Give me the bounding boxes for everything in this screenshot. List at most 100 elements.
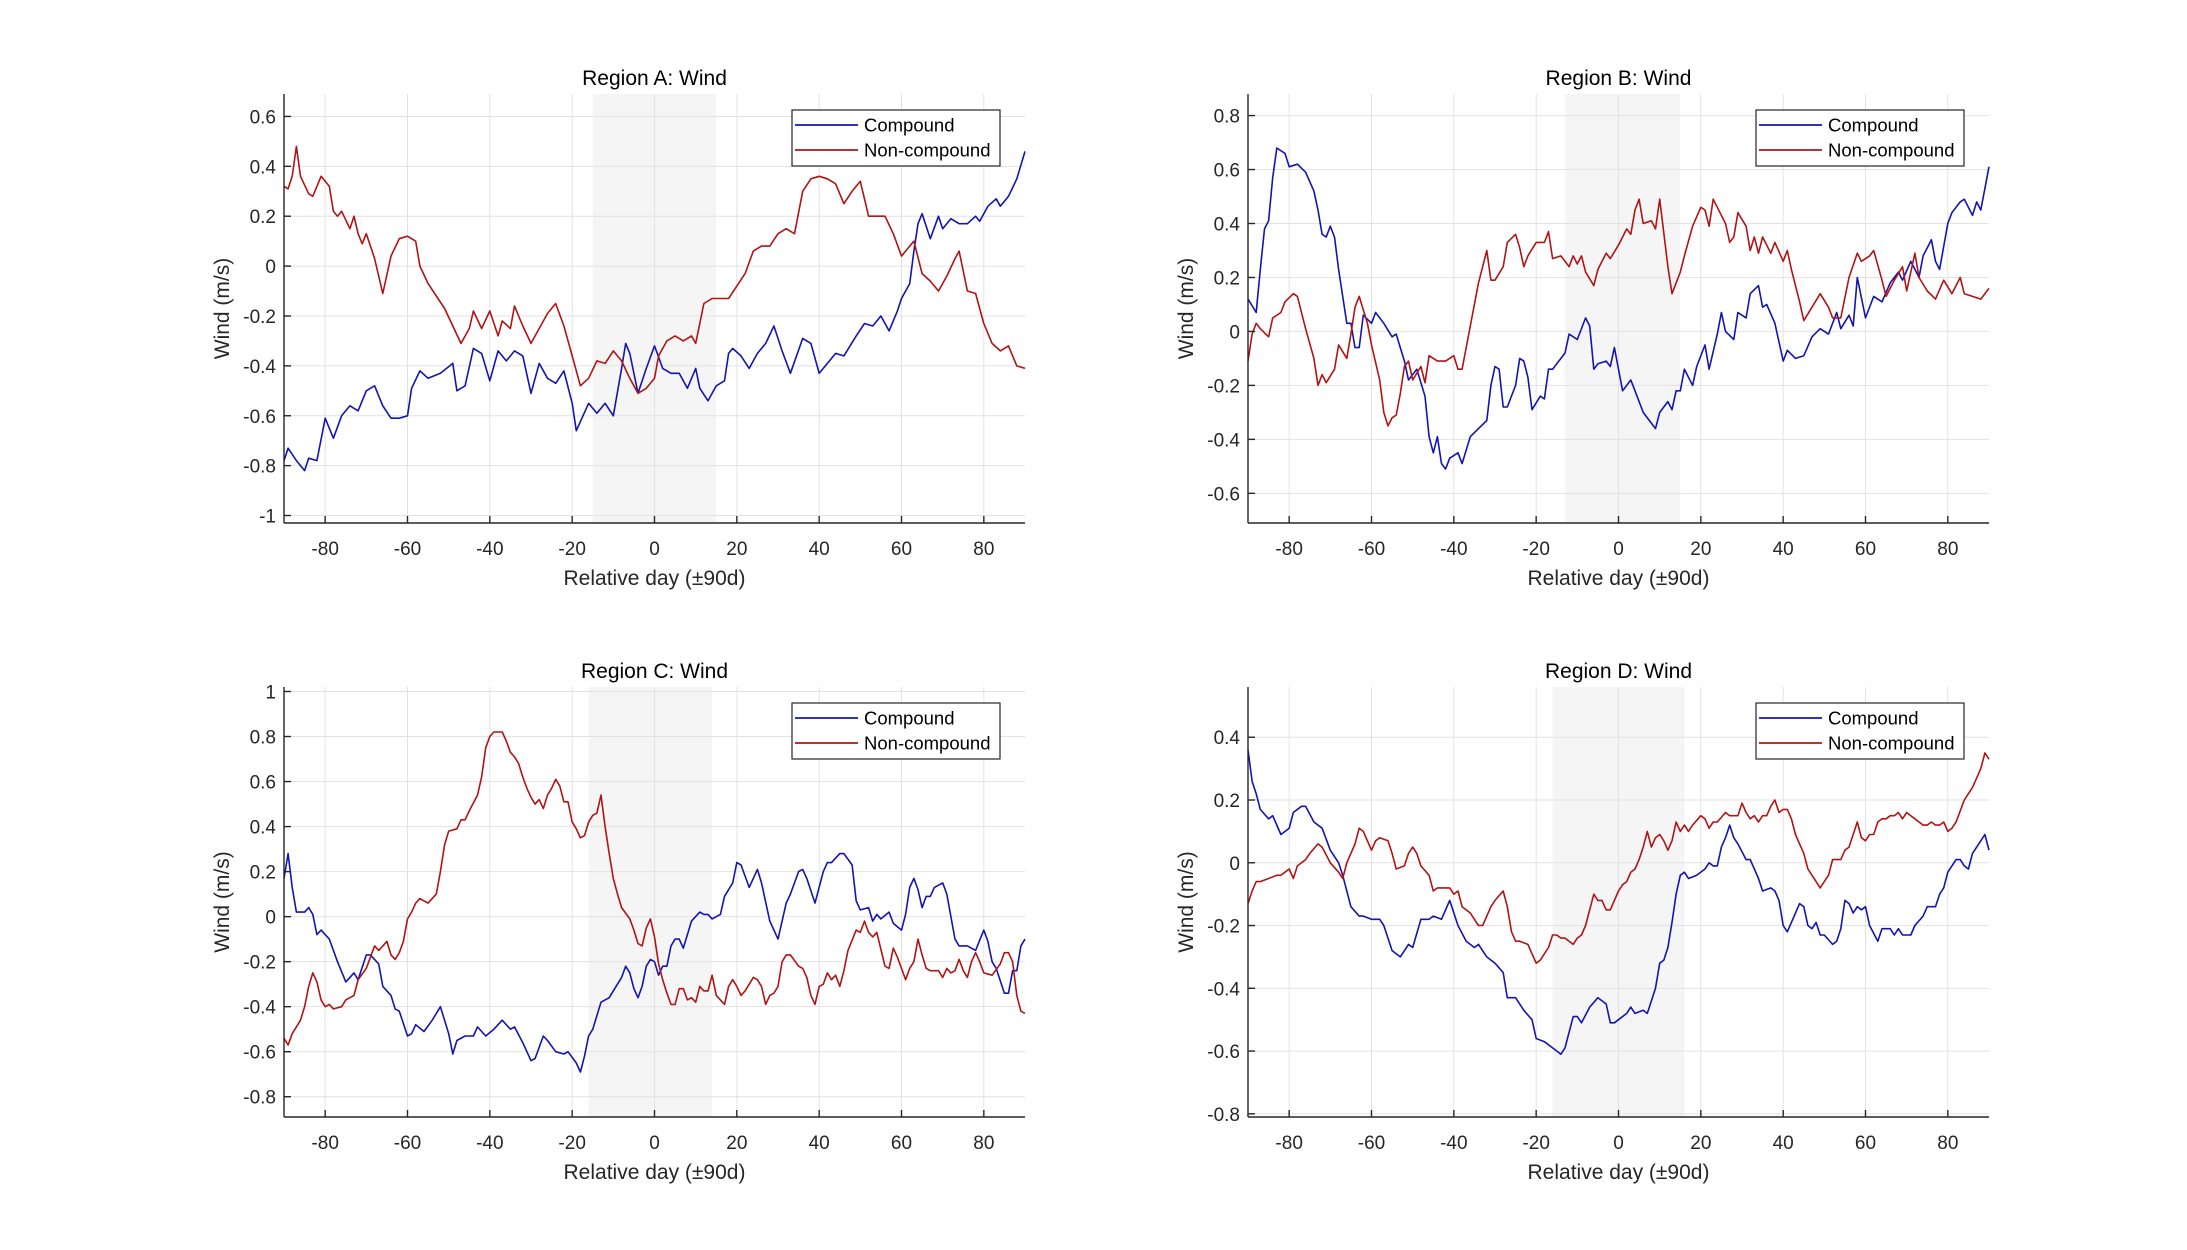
y-tick-label: 0	[265, 908, 276, 929]
legend-label: Compound	[864, 115, 955, 136]
x-tick-label: 60	[1855, 1133, 1876, 1154]
x-tick-label: -20	[558, 1133, 585, 1154]
legend-label: Compound	[864, 708, 955, 729]
y-tick-label: -0.2	[1207, 917, 1240, 938]
chart-title: Region D: Wind	[1545, 660, 1692, 683]
x-tick-label: -80	[1275, 539, 1302, 560]
x-tick-label: 40	[1773, 539, 1794, 560]
y-tick-label: 0	[265, 257, 276, 278]
y-tick-label: 0.4	[250, 157, 277, 178]
x-tick-label: -60	[394, 1133, 421, 1154]
y-tick-label: 0.8	[250, 728, 276, 749]
x-tick-label: -60	[394, 539, 421, 560]
chart-title: Region A: Wind	[582, 67, 727, 90]
x-tick-label: -40	[1440, 1133, 1467, 1154]
y-tick-label: 0.6	[1214, 161, 1240, 182]
y-tick-label: 0.4	[1214, 728, 1241, 749]
y-tick-label: -0.8	[1207, 1105, 1240, 1126]
y-tick-label: 0.2	[250, 207, 276, 228]
x-axis-label: Relative day (±90d)	[564, 1161, 746, 1184]
legend-label: Non-compound	[864, 733, 991, 754]
x-tick-label: -60	[1358, 539, 1385, 560]
x-tick-label: 60	[891, 1133, 912, 1154]
y-tick-label: -0.6	[243, 1043, 276, 1064]
panel-region-c: -80 -60 -40 -20 0 20 40 60 80 -0.8 -0.6 -0.4 -0.2 0 0.…	[211, 660, 1026, 1184]
y-tick-label: 0.8	[1214, 107, 1240, 128]
y-tick-label: -0.6	[243, 407, 276, 428]
legend: Compound Non-compound	[791, 109, 1001, 167]
legend: Compound Non-compound	[791, 702, 1001, 760]
x-tick-label: 80	[1937, 539, 1958, 560]
y-tick-label: -0.2	[243, 307, 276, 328]
y-axis-label: Wind (m/s)	[211, 258, 234, 360]
legend-box	[791, 109, 1001, 167]
x-tick-label: 40	[809, 539, 830, 560]
x-tick-label: -40	[476, 539, 503, 560]
x-tick-label: -20	[1522, 1133, 1549, 1154]
event-window-shading	[1564, 94, 1681, 523]
chart-title: Region B: Wind	[1546, 67, 1692, 90]
legend-label: Non-compound	[864, 140, 991, 161]
series-line-compound	[1247, 147, 1990, 470]
legend-label: Compound	[1828, 115, 1919, 136]
series-line-non-compound	[1247, 752, 1990, 964]
x-tick-label: 40	[809, 1133, 830, 1154]
series-line-compound	[283, 852, 1026, 1073]
x-tick-label: 80	[973, 539, 994, 560]
y-tick-label: -0.6	[1207, 1042, 1240, 1063]
x-tick-label: 80	[973, 1133, 994, 1154]
legend-box	[1755, 702, 1965, 760]
y-tick-label: 0.6	[250, 107, 276, 128]
y-tick-label: -0.8	[243, 457, 276, 478]
x-tick-label: 0	[1613, 539, 1624, 560]
x-tick-label: -20	[1522, 539, 1549, 560]
event-window-shading	[588, 687, 713, 1117]
y-axis-label: Wind (m/s)	[1175, 258, 1198, 360]
x-axis-label: Relative day (±90d)	[1528, 567, 1710, 590]
y-tick-label: 0.4	[250, 818, 277, 839]
y-axis-label: Wind (m/s)	[211, 851, 234, 953]
legend: Compound Non-compound	[1755, 702, 1965, 760]
x-tick-label: 60	[891, 539, 912, 560]
y-tick-label: 0.6	[250, 773, 276, 794]
y-tick-label: 0.4	[1214, 215, 1241, 236]
legend: Compound Non-compound	[1755, 109, 1965, 167]
series-line-non-compound	[1247, 198, 1990, 427]
y-tick-label: 1	[265, 683, 276, 704]
y-tick-label: -0.6	[1207, 484, 1240, 505]
y-axis-label: Wind (m/s)	[1175, 851, 1198, 953]
x-tick-label: 20	[1690, 539, 1711, 560]
x-tick-label: 0	[1613, 1133, 1624, 1154]
legend-label: Non-compound	[1828, 733, 1955, 754]
y-tick-label: -0.4	[1207, 430, 1240, 451]
y-tick-label: -0.2	[243, 953, 276, 974]
legend-box	[1755, 109, 1965, 167]
series-line-non-compound	[283, 145, 1026, 395]
x-tick-label: -80	[311, 1133, 338, 1154]
x-tick-label: 0	[649, 1133, 660, 1154]
x-tick-label: -60	[1358, 1133, 1385, 1154]
x-tick-label: -80	[1275, 1133, 1302, 1154]
y-tick-label: 0.2	[1214, 268, 1240, 289]
series-line-compound	[1247, 749, 1990, 1055]
x-tick-label: 20	[726, 1133, 747, 1154]
legend-label: Compound	[1828, 708, 1919, 729]
y-tick-label: -0.4	[1207, 979, 1240, 1000]
y-tick-label: 0.2	[250, 863, 276, 884]
series-line-non-compound	[283, 731, 1026, 1046]
y-tick-label: -0.2	[1207, 376, 1240, 397]
y-tick-label: -1	[259, 507, 276, 528]
x-tick-label: -80	[311, 539, 338, 560]
panel-region-a: -80 -60 -40 -20 0 20 40 60 80 -1 -0.8 -0.6 -0.4 -0.2 0…	[211, 67, 1026, 590]
x-axis-label: Relative day (±90d)	[1528, 1161, 1710, 1184]
x-tick-label: -20	[558, 539, 585, 560]
y-tick-label: 0	[1229, 322, 1240, 343]
y-tick-label: -0.4	[243, 998, 276, 1019]
y-tick-label: -0.8	[243, 1088, 276, 1109]
y-tick-label: -0.4	[243, 357, 276, 378]
x-tick-label: -40	[1440, 539, 1467, 560]
x-tick-label: 20	[726, 539, 747, 560]
x-tick-label: -40	[476, 1133, 503, 1154]
